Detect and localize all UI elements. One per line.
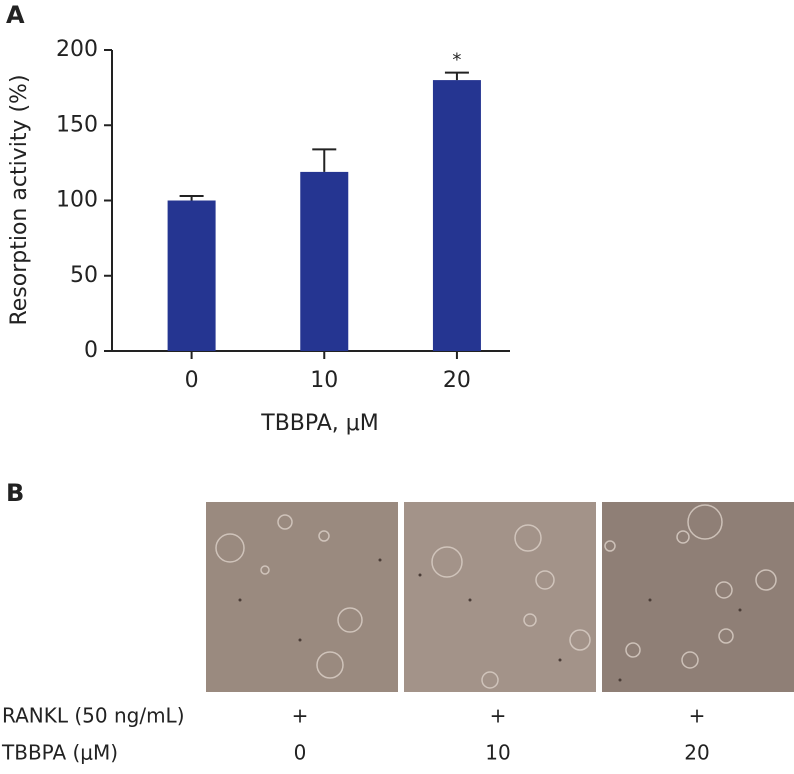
y-tick-label: 100: [56, 188, 98, 213]
row-cell: +: [689, 704, 706, 728]
x-tick-label: 20: [443, 368, 471, 393]
y-axis-label: Resorption activity (%): [7, 74, 32, 325]
row-cell: +: [490, 704, 507, 728]
bar: [300, 171, 349, 351]
x-tick-label: 0: [185, 368, 199, 393]
bar: [432, 80, 481, 351]
row-cell: 10: [485, 741, 510, 765]
x-tick-label: 10: [310, 368, 338, 393]
y-tick-label: 150: [56, 112, 98, 137]
bar: [167, 200, 216, 351]
y-tick-label: 0: [84, 338, 98, 363]
micrograph: [206, 502, 398, 692]
row-cell: +: [292, 704, 309, 728]
row-cell: 20: [684, 741, 709, 765]
row-cell: 0: [294, 741, 307, 765]
micrograph: [404, 502, 596, 692]
panel-label: B: [6, 479, 24, 507]
y-tick-label: 50: [70, 263, 98, 288]
row-label: TBBPA (μM): [1, 741, 118, 765]
row-label: RANKL (50 ng/mL): [2, 704, 185, 728]
panel-label: A: [6, 1, 25, 29]
significance-mark: *: [452, 50, 461, 71]
micrograph: [602, 502, 794, 692]
y-tick-label: 200: [56, 37, 98, 62]
x-axis-label: TBBPA, μM: [260, 411, 379, 436]
